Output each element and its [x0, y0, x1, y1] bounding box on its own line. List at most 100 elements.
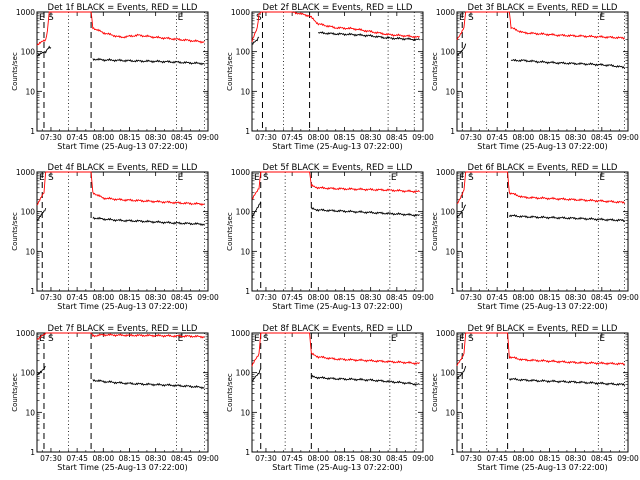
y-tick-label: 100: [236, 48, 251, 57]
x-tick-label: 08:00: [512, 454, 534, 463]
series-lld-line: [36, 11, 205, 46]
panel-det-9f: Det 9f BLACK = Events, RED = LLD 1 10 100 10…: [431, 324, 639, 472]
x-tick-label: 08:30: [145, 293, 167, 302]
panel-title: Det 1f BLACK = Events, RED = LLD: [48, 3, 198, 13]
x-tick-label: 08:00: [92, 293, 114, 302]
event-marker-letter: E: [39, 13, 45, 23]
x-axis-label: Start Time (25-Aug-13 07:22:00): [477, 302, 608, 311]
y-tick-label: 1000: [16, 168, 35, 177]
y-tick-label: 10: [240, 247, 250, 256]
x-tick-label: 07:30: [40, 454, 62, 463]
y-axis-label: Counts/sec: [431, 373, 439, 412]
x-axis-label: Start Time (25-Aug-13 07:22:00): [57, 142, 188, 151]
y-tick-label: 100: [441, 208, 456, 217]
x-tick-label: 09:00: [412, 293, 434, 302]
event-marker-letter: E: [599, 173, 605, 183]
panel-det-5f: Det 5f BLACK = Events, RED = LLD 1 10 100 10…: [226, 163, 434, 311]
event-marker-letter: S: [48, 173, 54, 183]
y-tick-label: 1: [245, 127, 250, 136]
y-axis-label: Counts/sec: [431, 52, 439, 91]
x-tick-label: 08:15: [119, 293, 141, 302]
x-axis-label: Start Time (25-Aug-13 07:22:00): [477, 142, 608, 151]
x-tick-label: 09:00: [412, 133, 434, 142]
panel-det-7f: Det 7f BLACK = Events, RED = LLD 1 10 100 10…: [11, 324, 219, 472]
x-tick-label: 09:00: [197, 454, 219, 463]
x-tick-label: 08:30: [145, 454, 167, 463]
event-marker-letter: E: [178, 13, 184, 23]
series-lld-line: [36, 171, 205, 206]
x-tick-label: 08:00: [92, 454, 114, 463]
x-tick-label: 08:45: [591, 133, 613, 142]
plot-frame: [456, 11, 629, 132]
x-tick-label: 07:45: [66, 133, 88, 142]
y-axis-label: Counts/sec: [226, 212, 234, 251]
y-tick-label: 1000: [436, 8, 455, 17]
x-tick-label: 08:30: [565, 133, 587, 142]
plot-frame: [251, 171, 424, 292]
x-tick-label: 08:45: [171, 454, 193, 463]
series-events-line: [251, 201, 420, 219]
series-lld-line: [456, 332, 625, 367]
panel-det-1f: Det 1f BLACK = Events, RED = LLD 1 10 100 10…: [11, 3, 219, 151]
y-tick-label: 10: [445, 247, 455, 256]
y-tick-label: 100: [441, 48, 456, 57]
x-axis-label: Start Time (25-Aug-13 07:22:00): [57, 463, 188, 472]
x-tick-label: 07:30: [40, 293, 62, 302]
x-tick-label: 08:15: [539, 133, 561, 142]
x-tick-label: 08:00: [307, 293, 329, 302]
x-tick-label: 08:30: [565, 454, 587, 463]
x-tick-label: 08:45: [386, 454, 408, 463]
y-tick-label: 100: [21, 48, 36, 57]
y-tick-label: 1: [30, 127, 35, 136]
x-tick-label: 08:30: [360, 293, 382, 302]
x-tick-label: 07:45: [66, 293, 88, 302]
y-tick-label: 10: [240, 87, 250, 96]
x-tick-label: 07:30: [255, 454, 277, 463]
event-marker-letter: E: [599, 13, 605, 23]
x-tick-label: 08:15: [334, 133, 356, 142]
series-lld-line: [251, 11, 420, 43]
series-events-line: [36, 45, 205, 66]
panel-det-4f: Det 4f BLACK = Events, RED = LLD 1 10 100 10…: [11, 163, 219, 311]
event-marker-letter: E: [254, 173, 260, 183]
y-tick-label: 1: [30, 448, 35, 457]
x-tick-label: 07:45: [486, 293, 508, 302]
panel-title: Det 6f BLACK = Events, RED = LLD: [468, 163, 618, 173]
y-tick-label: 10: [240, 408, 250, 417]
plot-frame: [456, 171, 629, 292]
x-axis-label: Start Time (25-Aug-13 07:22:00): [477, 463, 608, 472]
panel-title: Det 9f BLACK = Events, RED = LLD: [468, 324, 618, 334]
series-lld-line: [456, 11, 625, 41]
series-events-line: [456, 204, 625, 223]
y-tick-label: 1000: [231, 329, 250, 338]
y-axis-label: Counts/sec: [431, 212, 439, 251]
x-tick-label: 07:30: [255, 133, 277, 142]
event-marker-letter: S: [468, 334, 474, 344]
series-lld-line: [251, 332, 420, 367]
y-tick-label: 1000: [16, 329, 35, 338]
y-tick-label: 1: [30, 287, 35, 296]
x-axis-label: Start Time (25-Aug-13 07:22:00): [272, 302, 403, 311]
x-tick-label: 08:45: [386, 133, 408, 142]
x-tick-label: 09:00: [617, 133, 639, 142]
event-marker-letter: S: [468, 173, 474, 183]
panel-title: Det 8f BLACK = Events, RED = LLD: [263, 324, 413, 334]
panel-title: Det 2f BLACK = Events, RED = LLD: [263, 3, 413, 13]
x-tick-label: 09:00: [617, 454, 639, 463]
x-tick-label: 08:15: [334, 293, 356, 302]
series-events-line: [456, 43, 625, 69]
plot-frame: [36, 11, 209, 132]
x-tick-label: 08:30: [145, 133, 167, 142]
event-marker-letter: E: [459, 173, 465, 183]
event-marker-letter: E: [599, 334, 605, 344]
panel-title: Det 5f BLACK = Events, RED = LLD: [263, 163, 413, 173]
x-tick-label: 07:30: [460, 133, 482, 142]
series-events-line: [251, 31, 420, 45]
y-tick-label: 10: [25, 87, 35, 96]
series-events-line: [36, 208, 205, 227]
x-tick-label: 08:15: [539, 454, 561, 463]
panel-title: Det 4f BLACK = Events, RED = LLD: [48, 163, 198, 173]
x-tick-label: 07:45: [281, 293, 303, 302]
x-tick-label: 08:15: [119, 454, 141, 463]
